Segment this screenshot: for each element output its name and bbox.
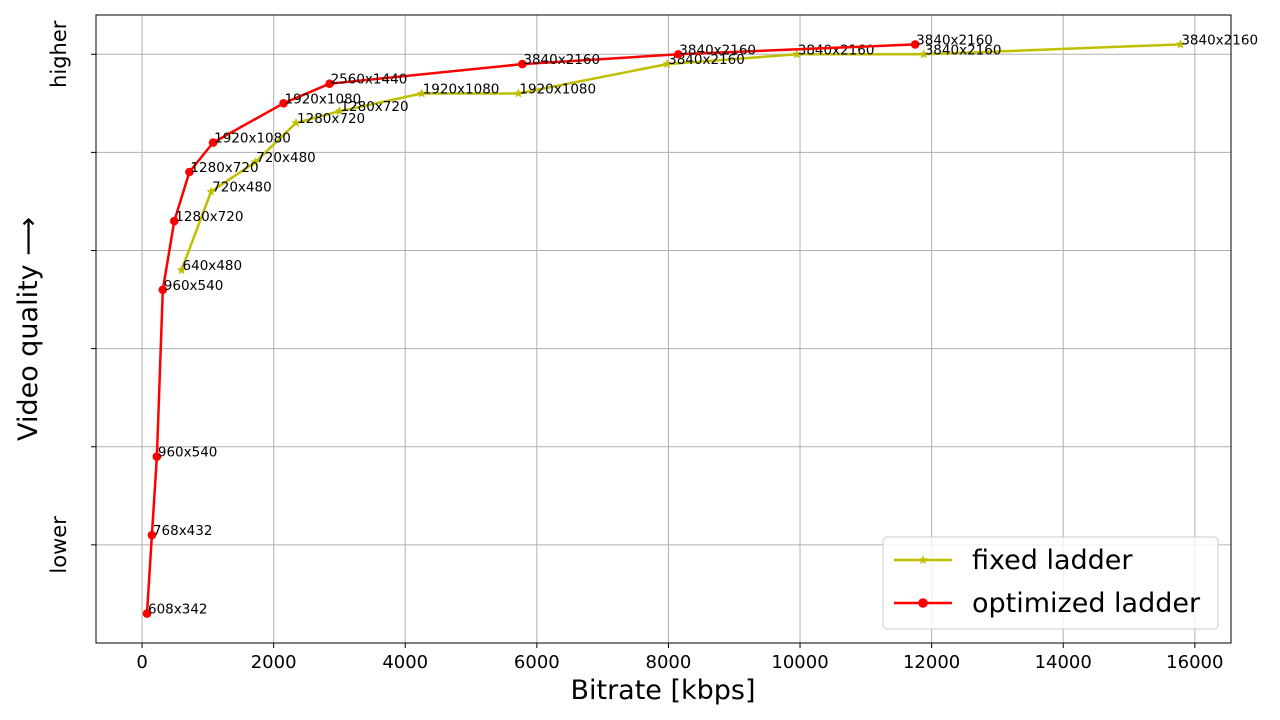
point-label: 960x540 [164, 278, 224, 294]
data-point [513, 88, 524, 98]
point-label: 768x432 [153, 523, 213, 539]
point-label: 3840x2160 [916, 32, 993, 48]
data-point [325, 79, 334, 88]
point-label: 720x480 [212, 180, 272, 196]
point-label: 1920x1080 [285, 91, 362, 107]
x-axis-ticks: 0 2000 4000 6000 8000 10000 12000 14000 16000 [136, 643, 1223, 673]
y-axis-label: Video quality ⟶ [13, 217, 44, 441]
data-point [250, 156, 261, 167]
point-label: 1280x720 [190, 160, 258, 176]
point-label: 960x540 [158, 445, 218, 461]
data-point [791, 49, 802, 59]
point-label: 3840x2160 [668, 52, 745, 68]
point-label: 1920x1080 [423, 82, 500, 98]
data-point [674, 49, 683, 59]
point-label: 1280x720 [297, 111, 365, 127]
legend-swatch-marker [918, 598, 928, 608]
data-point [279, 99, 288, 108]
x-tick-label: 4000 [382, 652, 428, 673]
point-label: 3840x2160 [523, 52, 600, 68]
point-label: 720x480 [256, 150, 316, 166]
data-point [176, 264, 187, 275]
x-tick-label: 14000 [1035, 652, 1092, 673]
x-tick-label: 2000 [251, 652, 297, 673]
data-point [662, 58, 673, 69]
data-point [918, 49, 929, 59]
x-tick-label: 6000 [514, 652, 560, 673]
legend-item-optimized-ladder: optimized ladder [894, 588, 1201, 619]
data-point [334, 105, 345, 116]
data-point [206, 186, 217, 196]
point-label: 1280x720 [175, 209, 243, 225]
x-tick-label: 10000 [771, 652, 828, 673]
point-label: 640x480 [183, 258, 243, 274]
x-tick-label: 8000 [646, 652, 692, 673]
legend-swatch-marker [918, 555, 928, 565]
data-point [158, 285, 168, 295]
y-tick-label-lower: lower [47, 516, 71, 574]
data-point [142, 609, 152, 618]
point-label: 608x342 [148, 602, 208, 618]
data-point [185, 167, 194, 177]
legend-item-fixed-ladder: fixed ladder [894, 545, 1133, 576]
x-tick-label: 16000 [1166, 652, 1223, 673]
data-point [1175, 39, 1186, 49]
series-fixed-ladder: 640x480720x480720x4801280x7201280x720192… [176, 32, 1258, 275]
data-point [291, 117, 301, 128]
data-point [416, 88, 427, 98]
data-point [208, 138, 218, 147]
point-label: 1920x1080 [214, 131, 291, 147]
data-point [152, 452, 162, 461]
y-axis-ticks: lower higher [47, 20, 96, 574]
y-tick-label-higher: higher [47, 20, 71, 88]
legend-label: optimized ladder [972, 588, 1201, 619]
series-layer: 640x480720x480720x4801280x7201280x720192… [142, 32, 1258, 618]
data-point [518, 59, 527, 69]
data-point [910, 40, 920, 49]
legend-frame [882, 536, 1219, 630]
legend-label: fixed ladder [972, 545, 1133, 576]
point-label: 1280x720 [340, 99, 408, 115]
plot-frame [95, 14, 1232, 644]
point-label: 3840x2160 [679, 42, 756, 58]
series-optimized-ladder: 608x342768x432960x540960x5401280x7201280… [142, 32, 993, 618]
data-point [169, 216, 179, 226]
point-label: 1920x1080 [519, 82, 596, 98]
legend: fixed ladder optimized ladder [882, 536, 1219, 630]
x-axis-label: Bitrate [kbps] [570, 675, 755, 706]
data-point [147, 530, 157, 540]
point-label: 2560x1440 [331, 72, 408, 88]
series-line [145, 43, 916, 614]
point-label: 3840x2160 [798, 42, 875, 58]
point-label: 3840x2160 [1181, 32, 1258, 48]
x-tick-label: 0 [136, 652, 147, 673]
x-tick-label: 12000 [903, 652, 960, 673]
point-label: 3840x2160 [925, 42, 1002, 58]
